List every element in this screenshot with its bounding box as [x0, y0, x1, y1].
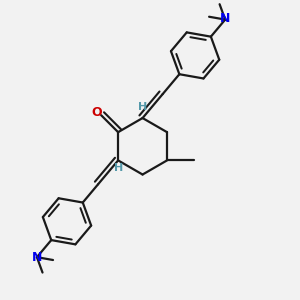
Text: N: N	[220, 12, 230, 25]
Text: H: H	[114, 163, 123, 173]
Text: H: H	[138, 101, 147, 112]
Text: O: O	[92, 106, 102, 119]
Text: N: N	[32, 251, 42, 264]
